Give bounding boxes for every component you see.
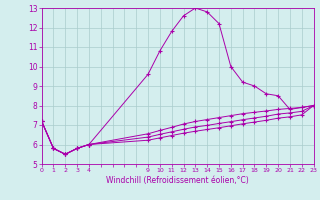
X-axis label: Windchill (Refroidissement éolien,°C): Windchill (Refroidissement éolien,°C) — [106, 176, 249, 185]
